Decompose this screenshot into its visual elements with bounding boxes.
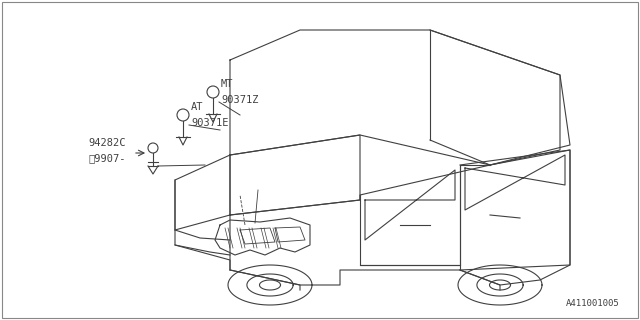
Text: 〃9907-: 〃9907- (88, 153, 125, 163)
Circle shape (177, 109, 189, 121)
Text: MT: MT (221, 79, 234, 89)
Text: A411001005: A411001005 (566, 299, 620, 308)
Text: 90371E: 90371E (191, 118, 228, 128)
Text: 90371Z: 90371Z (221, 95, 259, 105)
Text: AT: AT (191, 102, 204, 112)
Text: 94282C: 94282C (88, 138, 125, 148)
Circle shape (148, 143, 158, 153)
Circle shape (207, 86, 219, 98)
